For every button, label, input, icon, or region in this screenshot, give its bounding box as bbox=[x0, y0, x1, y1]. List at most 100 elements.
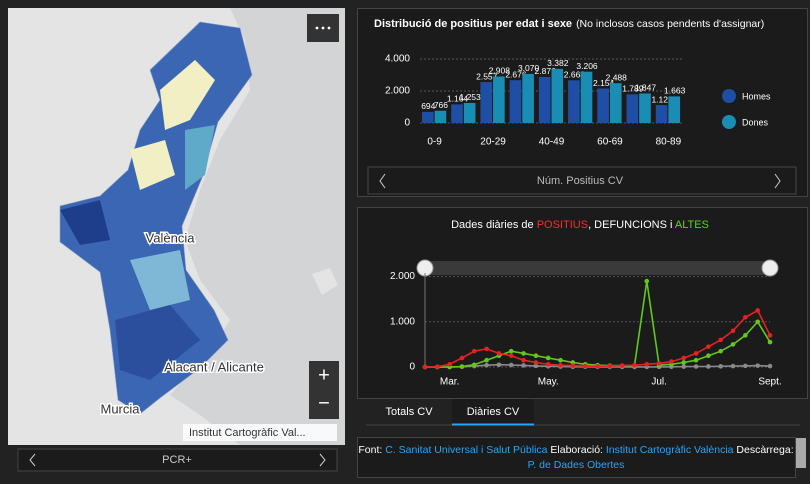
y-tick-label: 0 bbox=[409, 362, 415, 373]
bar bbox=[451, 104, 463, 123]
footer-link[interactable]: P. de Dades Obertes bbox=[527, 459, 625, 471]
map-area bbox=[60, 200, 110, 245]
value-label: 3.070 bbox=[518, 63, 540, 73]
value-label: 2.154 bbox=[593, 78, 615, 88]
slider-handle[interactable] bbox=[761, 259, 779, 277]
value-label: 1.164 bbox=[447, 94, 469, 104]
bar bbox=[538, 76, 551, 123]
point bbox=[693, 364, 699, 369]
point bbox=[484, 346, 489, 352]
prev-arrow[interactable] bbox=[29, 453, 36, 467]
point bbox=[755, 308, 760, 313]
bar bbox=[522, 73, 534, 123]
nav-label: PCR+ bbox=[162, 454, 192, 466]
footer-text: Elaboració: bbox=[547, 444, 606, 456]
point bbox=[681, 355, 687, 361]
point bbox=[471, 362, 477, 368]
legend-swatch bbox=[722, 115, 736, 129]
legend-label: Dones bbox=[742, 117, 769, 127]
x-tick-label: Mar. bbox=[440, 377, 459, 388]
bar bbox=[580, 71, 593, 123]
bar bbox=[480, 82, 493, 123]
point bbox=[743, 363, 748, 369]
bar bbox=[509, 80, 522, 123]
bar bbox=[668, 96, 680, 123]
y-tick-label: 2.000 bbox=[390, 271, 415, 282]
title: Distribució de positius per edat i sexe bbox=[374, 18, 572, 30]
value-label: 1.789 bbox=[622, 84, 644, 94]
point bbox=[681, 360, 687, 365]
footer-text: Font: bbox=[358, 444, 386, 456]
point bbox=[669, 359, 674, 364]
tab[interactable]: Totals CV bbox=[385, 406, 433, 418]
scrollbar[interactable] bbox=[796, 438, 806, 468]
value-label: 1.847 bbox=[635, 83, 657, 93]
map-sea bbox=[170, 8, 345, 445]
value-label: 766 bbox=[434, 100, 448, 110]
point bbox=[545, 361, 551, 367]
bar bbox=[609, 83, 622, 123]
title-part: , DEFUNCIONS i bbox=[588, 219, 675, 231]
point bbox=[447, 361, 452, 367]
map-area bbox=[160, 60, 215, 130]
bar bbox=[493, 76, 505, 123]
map-area bbox=[185, 125, 215, 190]
x-tick-label: 40-49 bbox=[539, 137, 565, 148]
footer-link[interactable]: Institut Cartogràfic València bbox=[605, 444, 734, 456]
y-tick-label: 2.000 bbox=[385, 86, 410, 97]
point bbox=[644, 361, 650, 367]
point bbox=[533, 353, 539, 358]
map-area bbox=[130, 250, 190, 310]
icon bbox=[321, 26, 325, 30]
point bbox=[508, 353, 514, 358]
y-tick-label: 4.000 bbox=[385, 54, 410, 65]
value-label: 2.488 bbox=[606, 72, 628, 82]
next-arrow[interactable] bbox=[774, 173, 781, 189]
bar bbox=[551, 68, 564, 123]
subtitle: (No inclosos casos pendents d'assignar) bbox=[576, 18, 764, 30]
point bbox=[730, 363, 736, 369]
prev-arrow[interactable] bbox=[379, 173, 386, 189]
point bbox=[570, 363, 576, 368]
point bbox=[545, 355, 551, 361]
chart-caption: Núm. Positius CV bbox=[537, 175, 624, 187]
y-tick-label: 1.000 bbox=[390, 316, 415, 327]
footer: Font: C. Sanitat Universal i Salut Públi… bbox=[358, 438, 794, 476]
point bbox=[484, 357, 489, 363]
title-part: ALTES bbox=[675, 219, 709, 231]
value-label: 1.122 bbox=[651, 94, 673, 104]
bar bbox=[639, 93, 651, 123]
map-label: València bbox=[146, 230, 196, 245]
value-label: 3.382 bbox=[547, 58, 569, 68]
map-label: Murcia bbox=[100, 401, 140, 416]
icon bbox=[315, 26, 319, 30]
footer-link[interactable]: C. Sanitat Universal i Salut Pública bbox=[385, 444, 548, 456]
point bbox=[767, 363, 773, 369]
range-slider bbox=[420, 261, 775, 275]
point bbox=[730, 342, 736, 347]
point bbox=[459, 355, 465, 361]
zoom-in[interactable]: + bbox=[318, 364, 330, 386]
point bbox=[607, 363, 613, 369]
point bbox=[644, 278, 650, 284]
point bbox=[706, 344, 711, 349]
legend-swatch bbox=[722, 89, 736, 103]
x-tick-label: 80-89 bbox=[656, 137, 682, 148]
point bbox=[681, 364, 687, 369]
point bbox=[767, 333, 773, 338]
bar bbox=[422, 111, 434, 123]
point bbox=[459, 364, 465, 369]
point bbox=[718, 348, 724, 354]
point bbox=[718, 337, 724, 343]
tab[interactable]: Diàries CV bbox=[467, 406, 520, 418]
bar bbox=[597, 88, 609, 123]
attribution-box bbox=[183, 424, 337, 441]
zoom-out[interactable]: − bbox=[318, 392, 330, 414]
point bbox=[471, 348, 477, 354]
point bbox=[533, 360, 539, 365]
value-label: 2.557 bbox=[476, 71, 498, 81]
next-arrow[interactable] bbox=[319, 453, 326, 467]
attribution: Institut Cartogràfic Val... bbox=[189, 427, 306, 439]
point bbox=[558, 357, 563, 363]
point bbox=[422, 364, 428, 370]
